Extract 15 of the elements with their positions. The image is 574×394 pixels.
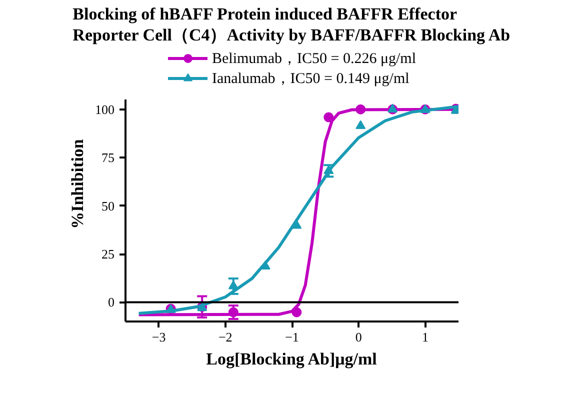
x-tick-label: 0 <box>355 330 362 344</box>
x-tick-label: −1 <box>285 330 299 344</box>
x-tick-label: 1 <box>422 330 428 344</box>
y-tick-label: 25 <box>102 246 114 262</box>
legend-label: Ianalumab，IC50 = 0.149 μg/ml <box>212 70 410 88</box>
x-axis-title: Log[Blocking Ab]μg/ml <box>206 350 378 368</box>
x-tick-label: −2 <box>218 330 232 344</box>
legend-label: Belimumab，IC50 = 0.226 μg/ml <box>212 50 416 68</box>
y-tick-label: 100 <box>95 102 114 117</box>
y-tick-label: 0 <box>108 294 114 310</box>
y-tick-label: 50 <box>102 198 114 214</box>
chart-title: Blocking of hBAFF Protein induced BAFFR Effector Reporter Cell（C4）Activity by BAFF/BAFFR Blocking Ab <box>72 4 510 44</box>
y-tick-label: 75 <box>102 150 114 166</box>
x-tick-label: −3 <box>152 330 166 344</box>
y-axis-title: %Inhibition <box>68 138 87 229</box>
